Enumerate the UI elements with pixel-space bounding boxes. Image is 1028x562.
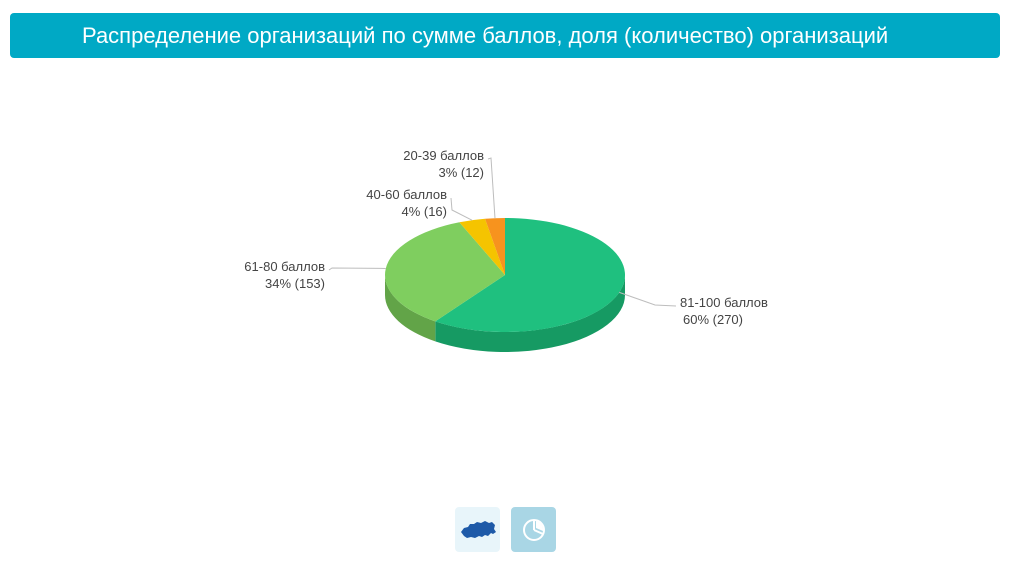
pie-slice-side-0 (435, 275, 625, 352)
page-title: Распределение организаций по сумме балло… (10, 13, 1000, 58)
map-view-button[interactable] (455, 507, 500, 552)
slice-value-label: 3% (12) (438, 165, 484, 180)
slice-value-label: 60% (270) (683, 312, 743, 327)
pie-chart: 81-100 баллов 60% (270) 61-80 баллов 34% (1… (244, 148, 768, 352)
russia-map-icon (460, 520, 496, 538)
pie-slice-0[interactable] (435, 218, 626, 332)
slice-label: 61-80 баллов (244, 259, 325, 274)
leader-line-0 (619, 291, 677, 307)
pie-slice-3[interactable] (485, 217, 505, 275)
slice-label: 20-39 баллов (403, 148, 484, 163)
leader-line-1 (328, 267, 386, 271)
leader-line-3 (487, 157, 496, 219)
pie-slice-2[interactable] (459, 218, 505, 275)
slice-value-label: 34% (153) (265, 276, 325, 291)
leader-line-2 (450, 197, 473, 221)
slice-value-label: 4% (16) (401, 204, 447, 219)
pie-view-button[interactable] (511, 507, 556, 552)
slice-label: 40-60 баллов (366, 187, 447, 202)
pie-slice-side-1 (385, 275, 436, 342)
pie-chart-icon (522, 518, 545, 541)
pie-slice-1[interactable] (385, 222, 505, 322)
slice-label: 81-100 баллов (680, 295, 768, 310)
